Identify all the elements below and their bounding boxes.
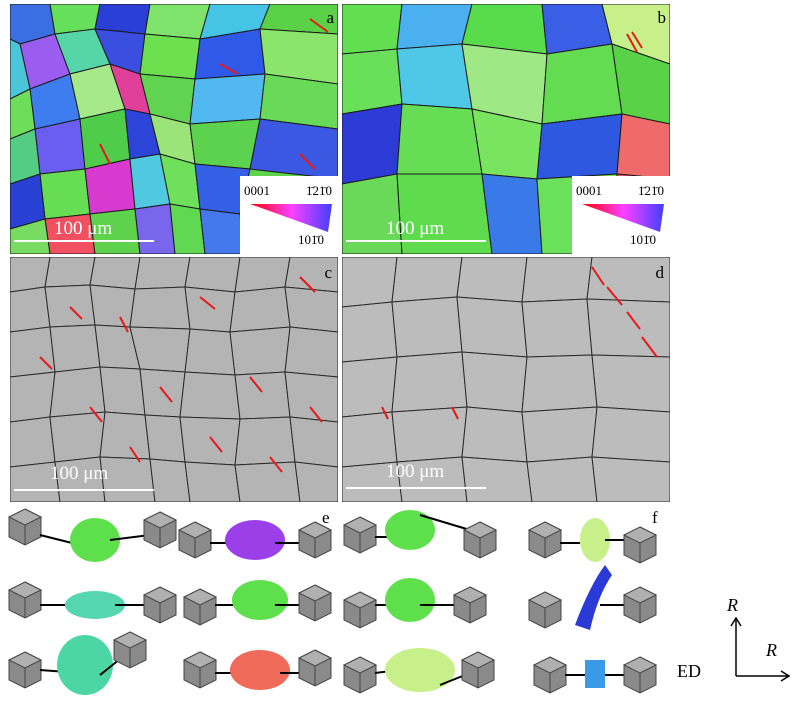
ipf-triangle-b [582, 204, 664, 232]
crystal-orientation-figure [8, 508, 657, 695]
axis-label-horizontal: R [766, 640, 777, 660]
scale-text-c: 100 μm [50, 463, 109, 484]
axis-label-vertical: R [727, 595, 738, 615]
panel-d-label: d [655, 263, 665, 282]
panel-a-ebsd-map: a 100 μm 0001 1̄21̄0 101̄0 [10, 4, 338, 254]
ipf-legend-b: 0001 1̄21̄0 101̄0 [572, 176, 670, 254]
band-contrast-map-d [342, 257, 670, 502]
ipf-triangle-a [250, 204, 332, 232]
ipf-legend-a: 0001 1̄21̄0 101̄0 [240, 176, 338, 254]
scale-bar-c [14, 489, 154, 491]
axes-glyph [730, 616, 791, 682]
panel-e-label: e [322, 508, 330, 527]
scale-bar-b [346, 240, 486, 242]
scale-text-a: 100 μm [54, 218, 113, 239]
panel-f-label: f [652, 508, 658, 527]
scale-text-d: 100 μm [386, 461, 445, 482]
panel-b-ebsd-map: b 100 μm 0001 1̄21̄0 101̄0 [342, 4, 670, 254]
panel-c-label: c [324, 263, 332, 282]
scale-bar-d [346, 487, 486, 489]
ebsd-map-b-image [342, 4, 670, 254]
ebsd-map-a-image [10, 4, 338, 254]
panel-a-label: a [326, 8, 334, 27]
hex-crystal-e1-left [8, 508, 42, 546]
legend-prism2-a: 101̄0 [298, 232, 324, 247]
grain-e1 [70, 518, 120, 562]
legend-prism1-a: 1̄21̄0 [306, 183, 332, 198]
legend-basal-a: 0001 [244, 183, 270, 198]
scale-text-b: 100 μm [386, 218, 445, 239]
band-contrast-map-c [10, 257, 338, 502]
direction-label-ed: ED [677, 661, 701, 681]
panel-d-band-contrast: d 100 μm [342, 257, 670, 502]
legend-basal-b: 0001 [576, 183, 602, 198]
legend-prism1-b: 1̄21̄0 [638, 183, 664, 198]
panel-b-label: b [657, 8, 667, 27]
panel-c-band-contrast: c 100 μm [10, 257, 338, 502]
legend-prism2-b: 101̄0 [630, 232, 656, 247]
scale-bar-a [14, 240, 154, 242]
